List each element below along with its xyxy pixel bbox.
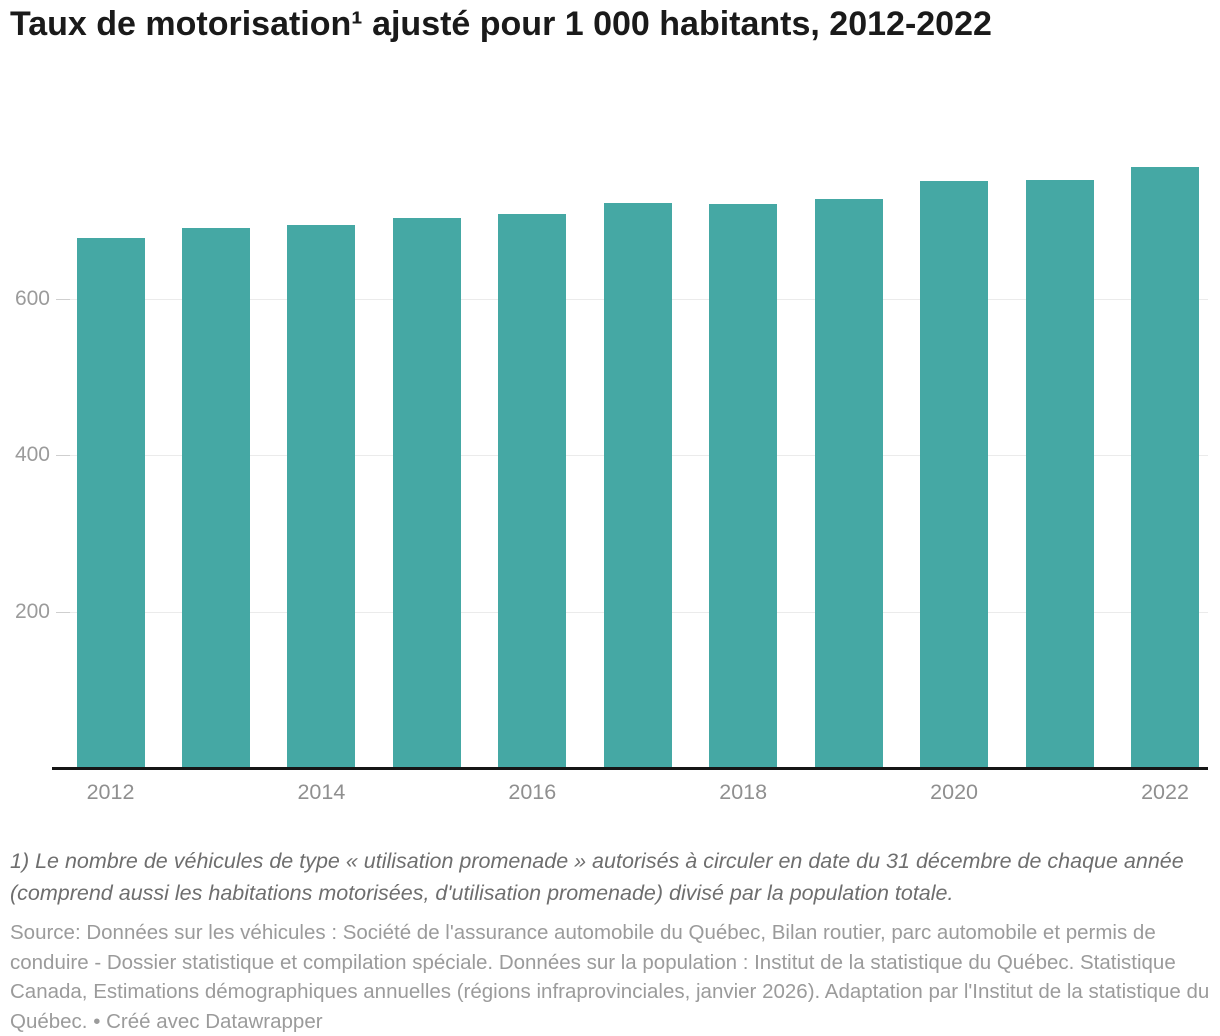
bar-2020[interactable] [920,180,989,768]
x-axis-baseline [52,767,1208,770]
bar-2013[interactable] [181,228,250,768]
bar-chart: 200 400 600 2012 2014 2016 2018 2020 2022 [0,130,1220,820]
x-tick-label-2014: 2014 [297,780,346,804]
x-tick-label-2018: 2018 [719,780,768,804]
bar-2022[interactable] [1131,167,1199,768]
bar-2017[interactable] [603,203,672,768]
bar-2012[interactable] [76,237,145,768]
bar-2021[interactable] [1025,179,1094,768]
y-tick-200 [56,611,70,613]
bar-2014[interactable] [287,225,356,768]
chart-x-labels: 2012 2014 2016 2018 2020 2022 [0,130,1220,820]
y-tick-label-600: 600 [14,286,50,310]
x-tick-label-2020: 2020 [930,780,979,804]
bar-2016[interactable] [498,214,567,768]
y-tick-400 [56,455,70,457]
chart-source: Source: Données sur les véhicules : Soci… [10,921,1210,1033]
chart-footnote: 1) Le nombre de véhicules de type « util… [10,849,1184,905]
y-tick-label-200: 200 [14,599,50,623]
x-tick-label-2012: 2012 [86,780,135,804]
y-tick-label-400: 400 [14,443,50,467]
chart-bars [0,130,1220,820]
bar-2018[interactable] [709,204,778,768]
bar-2015[interactable] [392,218,461,768]
y-tick-600 [56,298,70,300]
x-tick-label-2022: 2022 [1141,780,1189,804]
chart-title: Taux de motorisation¹ ajusté pour 1 000 … [10,5,992,43]
bar-2019[interactable] [814,198,883,768]
x-tick-label-2016: 2016 [508,780,557,804]
